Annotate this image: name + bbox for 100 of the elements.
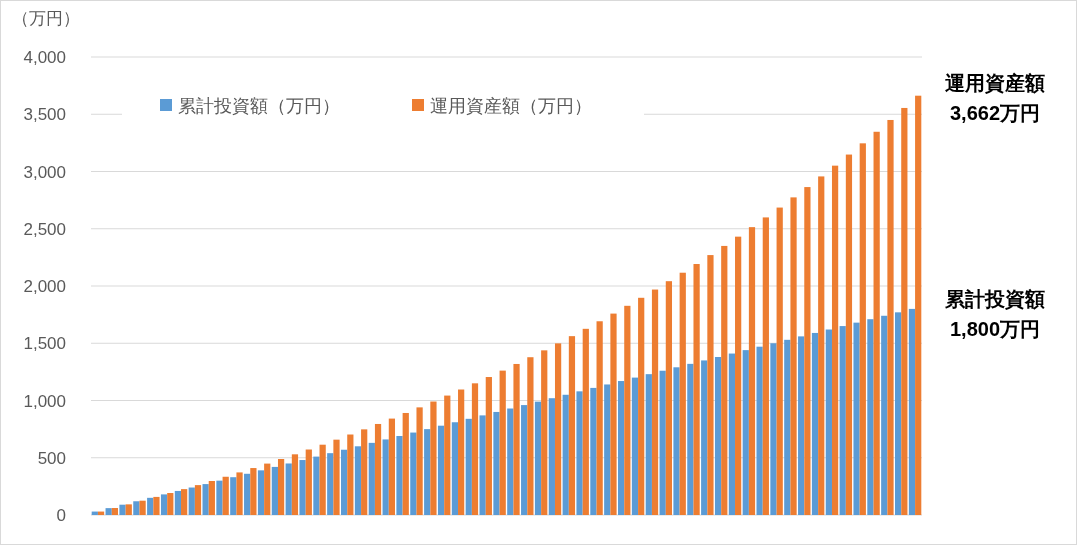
- bar: [873, 131, 880, 515]
- bar: [368, 442, 375, 515]
- bar: [582, 328, 589, 515]
- bar: [451, 422, 459, 515]
- bar: [410, 432, 417, 515]
- bar: [430, 401, 437, 515]
- bar: [721, 245, 728, 515]
- bar: [631, 377, 639, 515]
- bar: [624, 305, 631, 515]
- bar: [119, 504, 126, 515]
- text: 3,662万円: [949, 102, 1041, 124]
- bar: [347, 434, 354, 515]
- bar: [541, 350, 548, 515]
- bar: [804, 187, 811, 515]
- bar: [340, 449, 348, 515]
- bar: [845, 154, 853, 515]
- bar: [139, 500, 146, 515]
- y-tick-label: 2,500: [23, 219, 66, 239]
- bar: [798, 336, 805, 515]
- bar: [554, 343, 562, 515]
- bar: [831, 165, 839, 515]
- bar: [416, 407, 423, 515]
- bar: [388, 418, 396, 515]
- bar: [881, 315, 888, 515]
- bar: [236, 472, 243, 515]
- bar: [756, 346, 763, 515]
- bar: [665, 281, 673, 515]
- y-tick-label: 1,500: [23, 334, 66, 354]
- bar: [673, 367, 680, 515]
- bar: [402, 412, 409, 515]
- bar: [527, 357, 534, 515]
- bar: [465, 418, 472, 515]
- bar: [679, 272, 686, 515]
- bar: [153, 496, 160, 515]
- bar: [222, 476, 229, 515]
- bar: [811, 332, 819, 515]
- bar: [313, 456, 320, 515]
- bar: [693, 264, 700, 515]
- bar: [818, 176, 825, 515]
- bar: [735, 236, 742, 515]
- bar: [568, 336, 576, 515]
- bar: [770, 343, 777, 515]
- bar: [562, 394, 569, 515]
- bar: [548, 398, 555, 515]
- bar: [111, 508, 119, 515]
- bar: [160, 494, 168, 515]
- bar: [534, 401, 542, 515]
- bar: [382, 439, 389, 515]
- bar: [174, 490, 182, 515]
- y-tick-label: 1,000: [23, 391, 66, 411]
- bar: [374, 423, 382, 515]
- bar: [188, 487, 195, 515]
- bar: [319, 444, 326, 515]
- bar: [513, 363, 520, 515]
- bar: [887, 119, 894, 515]
- bar: [894, 312, 902, 515]
- bar: [687, 363, 694, 515]
- bar: [499, 370, 506, 515]
- text: 累計投資額: [944, 288, 1045, 310]
- bar: [271, 466, 278, 515]
- legend-label: 累計投資額（万円）: [178, 96, 340, 116]
- bar: [216, 480, 223, 515]
- bar: [638, 297, 645, 515]
- bar: [485, 377, 492, 515]
- bar: [645, 374, 652, 515]
- y-tick-label: 2,000: [23, 277, 66, 296]
- bar: [714, 356, 722, 515]
- bar: [859, 143, 866, 515]
- bar: [285, 463, 292, 515]
- bar: [202, 484, 209, 515]
- bar: [250, 468, 257, 515]
- bar: [299, 460, 306, 515]
- y-tick-label: 0: [56, 506, 66, 525]
- bar: [853, 322, 860, 515]
- bar: [396, 436, 403, 515]
- bar: [244, 473, 251, 515]
- bar: [277, 459, 285, 515]
- bar: [839, 326, 846, 515]
- bar: [776, 207, 783, 515]
- bar: [604, 384, 611, 515]
- bar: [576, 391, 583, 515]
- bar: [327, 453, 334, 515]
- bar: [790, 197, 797, 515]
- bar: [194, 485, 202, 515]
- bar: [659, 370, 666, 515]
- bar: [354, 446, 362, 515]
- bar: [167, 493, 174, 515]
- y-tick-label: 3,500: [23, 105, 66, 125]
- bar: [305, 449, 312, 515]
- bar: [257, 470, 265, 515]
- bar: [701, 360, 708, 515]
- bar: [748, 227, 756, 515]
- y-axis-title: （万円）: [12, 9, 80, 28]
- bar: [424, 429, 431, 515]
- bar: [908, 308, 916, 515]
- bar: [867, 319, 874, 515]
- bar: [479, 415, 486, 515]
- bar: [291, 454, 299, 515]
- bar: [596, 321, 603, 515]
- bar: [471, 383, 479, 515]
